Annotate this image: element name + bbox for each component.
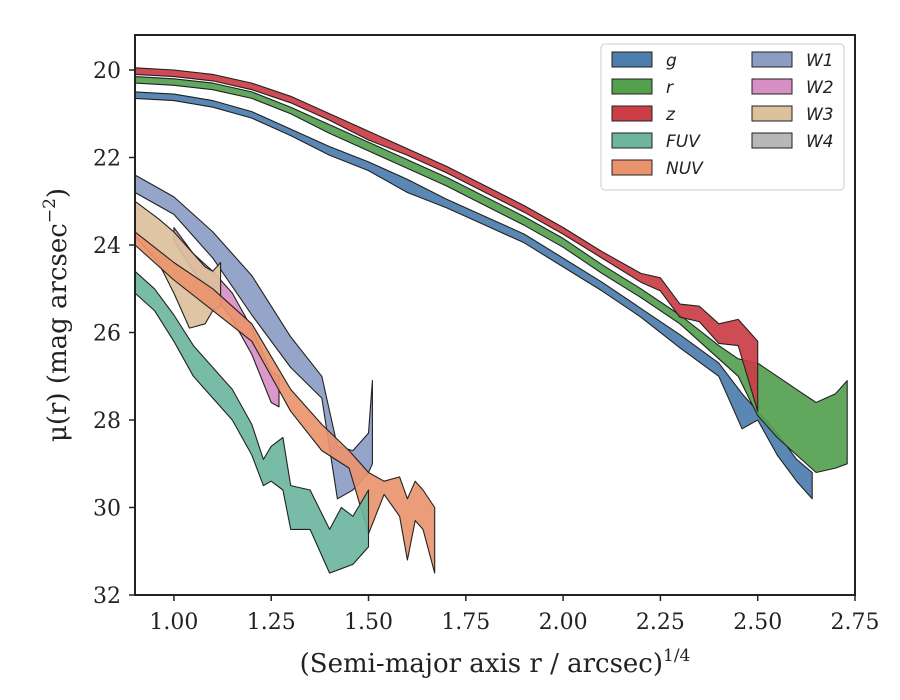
x-axis-label: (Semi-major axis r / arcsec)1/4 bbox=[300, 646, 691, 679]
x-tick-label: 1.25 bbox=[247, 610, 296, 635]
x-tick-label: 2.00 bbox=[539, 610, 588, 635]
legend-label-w3: W3 bbox=[806, 105, 834, 125]
legend-label-r: r bbox=[666, 78, 674, 98]
legend-swatch-z bbox=[611, 105, 653, 122]
y-tick-label: 32 bbox=[93, 584, 121, 609]
band-z bbox=[134, 67, 759, 412]
legend-swatch-fuv bbox=[611, 132, 653, 149]
legend-label-w4: W4 bbox=[806, 132, 834, 152]
band-fuv bbox=[134, 270, 370, 574]
band-g bbox=[134, 91, 813, 500]
y-tick-label: 26 bbox=[93, 322, 121, 347]
band-nuv bbox=[134, 231, 436, 574]
x-tick-label: 1.75 bbox=[441, 610, 490, 635]
legend-swatch-g bbox=[611, 51, 653, 68]
y-tick-label: 22 bbox=[93, 147, 121, 172]
x-tick-label: 2.50 bbox=[733, 610, 782, 635]
legend-label-g: g bbox=[666, 51, 677, 71]
legend: grz FUV NUV W1 W2 W3 W4 bbox=[600, 43, 845, 191]
y-tick-label: 30 bbox=[93, 497, 121, 522]
legend-label-nuv: NUV bbox=[666, 159, 704, 179]
plot-frame bbox=[134, 34, 856, 596]
x-tick-label: 1.50 bbox=[344, 610, 393, 635]
bands-layer bbox=[134, 67, 848, 574]
x-tick-label: 2.75 bbox=[831, 610, 880, 635]
legend-label-w1: W1 bbox=[806, 51, 834, 71]
x-tick-label: 1.00 bbox=[149, 610, 198, 635]
legend-swatch-nuv bbox=[611, 159, 653, 176]
band-r bbox=[134, 76, 848, 474]
legend-label-z: z bbox=[665, 105, 676, 125]
y-tick-label: 20 bbox=[93, 59, 121, 84]
y-axis-label-exponent: −2 bbox=[40, 198, 60, 223]
y-tick-label: 28 bbox=[93, 409, 121, 434]
legend-swatch-w2 bbox=[751, 78, 793, 95]
legend-swatch-w1 bbox=[751, 51, 793, 68]
legend-swatch-r bbox=[611, 78, 653, 95]
x-tick-label: 2.25 bbox=[636, 610, 685, 635]
y-axis-label-close: ) bbox=[43, 188, 73, 198]
legend-label-w2: W2 bbox=[806, 78, 834, 98]
y-axis-label: μ(r) (mag arcsec−2) bbox=[40, 188, 73, 442]
legend-swatch-w4 bbox=[751, 132, 793, 149]
legend-label-fuv: FUV bbox=[666, 132, 701, 152]
y-tick-label: 24 bbox=[93, 234, 121, 259]
x-axis-label-exponent: 1/4 bbox=[663, 646, 690, 666]
legend-swatch-w3 bbox=[751, 105, 793, 122]
x-axis: 1.00 1.25 1.50 1.75 2.00 2.25 2.50 2.75 bbox=[149, 595, 879, 635]
y-axis: 20 22 24 26 28 30 32 bbox=[93, 59, 135, 609]
